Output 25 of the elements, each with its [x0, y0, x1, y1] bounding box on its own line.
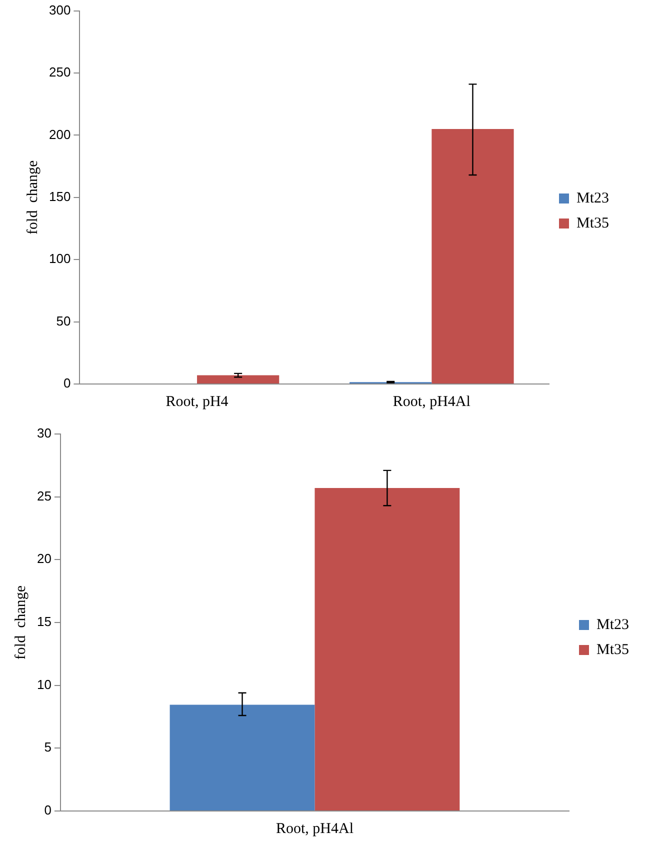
x-tick-label: Root, pH4 — [166, 394, 229, 410]
y-tick-label: 0 — [44, 802, 52, 818]
y-tick-label: 30 — [36, 426, 52, 441]
y-tick-label: 250 — [48, 64, 71, 80]
y-tick-label: 20 — [36, 551, 52, 566]
y-tick-label: 5 — [44, 740, 52, 755]
bar — [432, 128, 514, 384]
y-tick-label: 25 — [36, 488, 52, 504]
y-axis-title: fold change — [12, 585, 29, 660]
y-axis-title: fold change — [24, 160, 41, 234]
legend-label: Mt35 — [596, 642, 630, 658]
legend-label: Mt23 — [596, 616, 630, 633]
legend-label: Mt23 — [576, 190, 610, 206]
y-tick-label: 300 — [48, 2, 71, 18]
y-tick-label: 100 — [48, 251, 71, 266]
x-tick-label: Root, pH4Al — [392, 394, 470, 410]
bar — [197, 375, 280, 384]
y-tick-label: 50 — [56, 313, 71, 328]
y-tick-label: 15 — [36, 614, 52, 630]
y-tick-label: 0 — [63, 376, 71, 391]
y-tick-label: 10 — [36, 676, 52, 692]
x-tick-label: Root, pH4Al — [276, 820, 354, 837]
y-tick-label: 150 — [48, 188, 71, 204]
y-tick-label: 200 — [48, 126, 71, 142]
legend-label: Mt35 — [576, 215, 610, 232]
